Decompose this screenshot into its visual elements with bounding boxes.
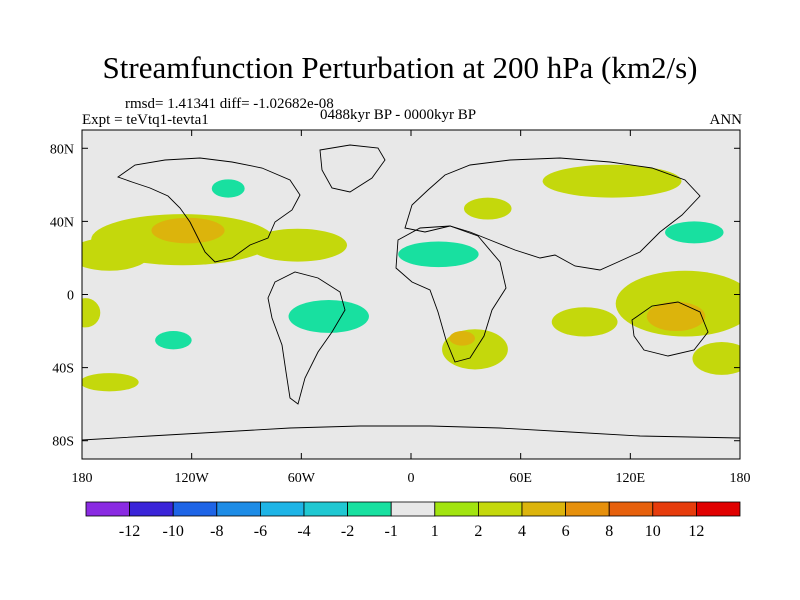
region-central-pacific-positive	[82, 237, 150, 271]
region-far-west-pacific-positive	[82, 298, 101, 328]
coastline-north-america	[117, 157, 301, 263]
region-southern-ocean-positive	[82, 373, 139, 392]
region-europe-positive	[464, 197, 512, 220]
x-axis: 180 120W 60W 0 60E 120E 180	[72, 130, 751, 486]
experiment-label: Expt = teVtq1-tevta1	[82, 112, 209, 128]
region-western-pacific-core	[646, 301, 706, 332]
coastline-layer	[82, 144, 740, 441]
colorbar-swatch	[521, 501, 566, 517]
region-south-pacific-core	[155, 331, 192, 350]
y-axis: 80N 40N 0 40S 80S	[50, 142, 740, 450]
colorbar-swatch	[652, 501, 697, 517]
colorbar-swatch	[434, 501, 479, 517]
colorbar-label: -1	[385, 523, 398, 540]
colorbar-swatch	[347, 501, 392, 517]
colorbar-swatch	[85, 501, 130, 517]
colorbar-swatch	[608, 501, 654, 517]
colorbar-label: -8	[210, 523, 223, 540]
coastline-antarctica	[82, 425, 740, 441]
region-south-atlantic-core	[288, 299, 369, 333]
x-tick-label: 180	[730, 471, 751, 486]
colorbar-label: 1	[431, 523, 439, 540]
region-arctic-negative	[378, 137, 554, 167]
x-tick-label: 120W	[175, 471, 210, 486]
region-north-africa-core	[398, 241, 479, 268]
contour-fill-layer	[82, 137, 740, 414]
colorbar-label: -10	[163, 523, 184, 540]
x-tick-label: 120E	[616, 471, 646, 486]
region-east-asia-core	[665, 221, 724, 244]
y-tick-label: 40N	[50, 215, 74, 230]
region-north-pacific-east-core	[151, 217, 225, 244]
region-scandinavia-negative	[407, 157, 488, 194]
colorbar-label: -2	[341, 523, 354, 540]
y-tick-label: 80N	[50, 142, 74, 157]
coastline-south-america	[267, 271, 346, 405]
y-tick-label: 80S	[52, 435, 74, 450]
colorbar-swatch	[390, 501, 436, 517]
colorbar-swatch	[477, 501, 523, 517]
coastline-australia	[631, 301, 709, 357]
colorbar-label: 12	[688, 523, 704, 540]
colorbar-label: -4	[297, 523, 310, 540]
stats-label: rmsd= 1.41341 diff= -1.02682e-08	[125, 96, 334, 112]
coastline-africa	[395, 225, 507, 363]
period-label: 0488kyr BP - 0000kyr BP	[320, 107, 477, 123]
colorbar-label: 8	[605, 523, 613, 540]
coastline-greenland	[319, 144, 386, 193]
coastline-eurasia	[404, 157, 701, 271]
colorbar-swatch	[216, 501, 261, 517]
region-greenland-negative	[301, 140, 375, 185]
colorbar-label: 6	[562, 523, 570, 540]
region-antarctic-negative	[255, 395, 348, 414]
colorbar-label: 4	[518, 523, 526, 540]
x-tick-label: 0	[408, 471, 415, 486]
region-asia-positive	[542, 164, 682, 198]
colorbar: -12 -10 -8 -6 -4 -2 -1 1 2 4 6 8 10 12	[85, 501, 741, 540]
x-tick-label: 180	[72, 471, 93, 486]
colorbar-swatch	[565, 501, 610, 517]
region-canada-core	[211, 179, 245, 198]
region-south-indian-core	[449, 331, 475, 346]
region-indian-ocean-positive	[551, 307, 618, 337]
region-south-ocean-east-positive	[692, 342, 740, 375]
colorbar-swatch	[172, 501, 218, 517]
chart-title: Streamfunction Perturbation at 200 hPa (…	[102, 50, 698, 85]
colorbar-label: -6	[254, 523, 267, 540]
y-tick-label: 40S	[52, 362, 74, 377]
colorbar-swatch	[303, 501, 348, 517]
colorbar-label: -12	[119, 523, 140, 540]
colorbar-swatch	[259, 501, 305, 517]
y-tick-label: 0	[67, 289, 74, 304]
region-north-atlantic-positive	[248, 228, 348, 262]
colorbar-label: 10	[645, 523, 661, 540]
colorbar-swatch	[129, 501, 174, 517]
colorbar-swatch	[696, 501, 741, 517]
colorbar-label: 2	[474, 523, 482, 540]
x-tick-label: 60E	[509, 471, 532, 486]
season-label: ANN	[709, 112, 743, 128]
region-pacific-dateline-negative	[82, 197, 110, 227]
x-tick-label: 60W	[288, 471, 316, 486]
